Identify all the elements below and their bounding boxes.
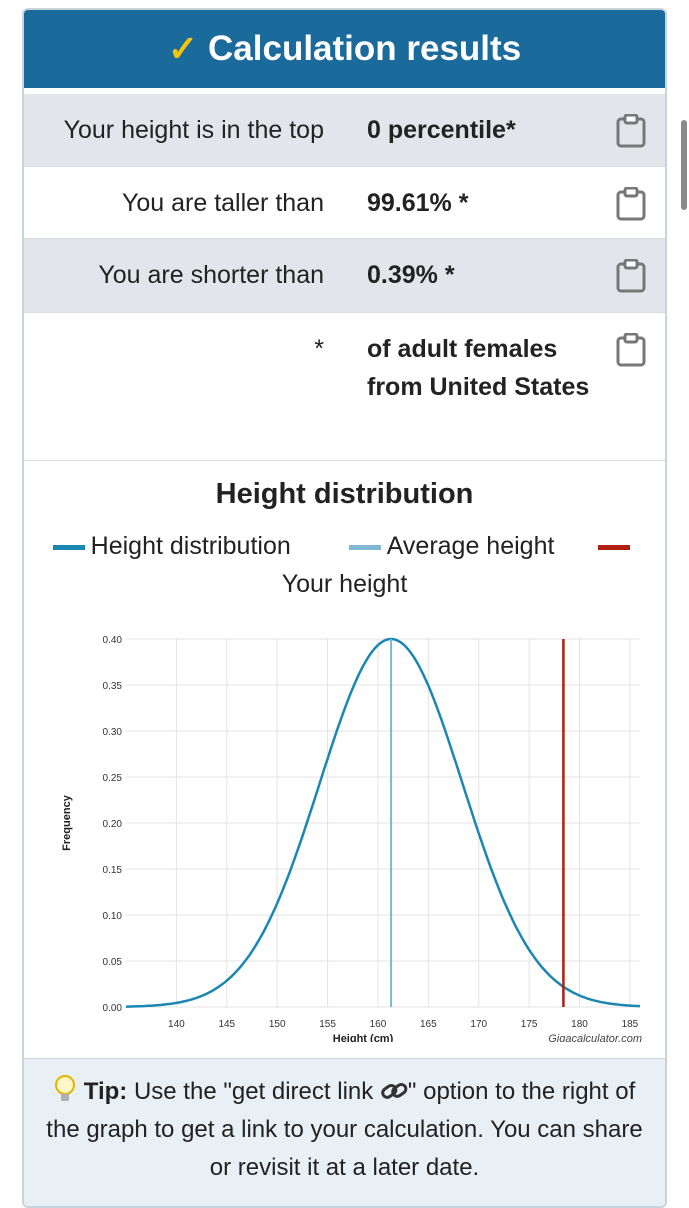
- result-value: of adult females from United States: [367, 335, 590, 401]
- result-row-population: * of adult females from United States: [24, 313, 665, 461]
- x-axis-label: Height (cm): [333, 1033, 394, 1042]
- y-axis-label: Frequency: [61, 794, 73, 851]
- legend-swatch: [52, 544, 85, 550]
- height-distribution-chart: 0.00 0.05 0.10 0.15 0.20 0.25 0.30 0.35 0.40 140 1…: [61, 635, 642, 1042]
- clipboard-icon[interactable]: [616, 114, 646, 148]
- result-label: Your height is in the top: [63, 116, 324, 144]
- y-tick-label: 0.25: [103, 773, 123, 784]
- x-tick-label: 165: [420, 1019, 437, 1030]
- lightbulb-icon: [54, 1075, 75, 1101]
- legend-swatch-your-height: [598, 544, 631, 550]
- scrollbar[interactable]: [681, 120, 687, 210]
- legend-item-average[interactable]: Average height: [348, 532, 562, 560]
- y-tick-label: 0.15: [103, 865, 123, 876]
- result-row-shorter: You are shorter than 0.39% *: [24, 239, 665, 313]
- x-tick-label: 145: [218, 1019, 235, 1030]
- tip-box: Tip: Use the "get direct link " option t…: [24, 1058, 665, 1206]
- result-row-taller: You are taller than 99.61% *: [24, 167, 665, 239]
- chart-credit: Gigacalculator.com: [548, 1033, 642, 1042]
- legend-item-distribution[interactable]: Height distribution: [52, 532, 298, 560]
- link-icon: [381, 1082, 408, 1099]
- tip-text-1: Use the "get direct link: [127, 1078, 380, 1105]
- x-tick-label: 185: [622, 1019, 639, 1030]
- x-tick-label: 155: [319, 1019, 336, 1030]
- y-tick-label: 0.35: [103, 681, 123, 692]
- result-label: *: [314, 335, 324, 363]
- result-label: You are shorter than: [98, 261, 324, 289]
- x-tick-label: 170: [470, 1019, 487, 1030]
- result-value: 99.61% *: [367, 189, 469, 217]
- results-title: Calculation results: [208, 29, 522, 68]
- legend-swatch: [348, 544, 381, 550]
- x-tick-label: 175: [521, 1019, 538, 1030]
- y-tick-label: 0.30: [103, 727, 123, 738]
- x-tick-label: 140: [168, 1019, 185, 1030]
- x-tick-label: 180: [571, 1019, 588, 1030]
- tip-label: Tip:: [83, 1078, 128, 1105]
- y-tick-label: 0.05: [103, 957, 123, 968]
- chart-title: Height distribution: [215, 478, 474, 510]
- distribution-curve: [126, 637, 641, 1008]
- calculation-results-card: ✓ Calculation results Your height is in …: [22, 8, 667, 1208]
- checkmark-icon: ✓: [167, 28, 199, 69]
- clipboard-icon[interactable]: [616, 333, 646, 367]
- result-label: You are taller than: [121, 189, 324, 217]
- result-value: 0.39% *: [367, 261, 455, 289]
- results-header: ✓ Calculation results: [24, 10, 665, 88]
- y-tick-label: 0.00: [103, 1003, 123, 1014]
- x-tick-label: 160: [370, 1019, 387, 1030]
- chart-legend: Height distribution Average height: [24, 532, 665, 561]
- result-value: 0 percentile*: [367, 116, 516, 144]
- y-tick-label: 0.20: [103, 819, 123, 830]
- tip-text-2: " option to the right of the graph to ge…: [46, 1078, 643, 1181]
- y-tick-label: 0.40: [103, 635, 123, 646]
- clipboard-icon[interactable]: [616, 187, 646, 221]
- y-tick-label: 0.10: [103, 911, 123, 922]
- clipboard-icon[interactable]: [616, 259, 646, 293]
- x-tick-label: 150: [269, 1019, 286, 1030]
- result-row-percentile: Your height is in the top 0 percentile*: [24, 94, 665, 167]
- legend-item-your-height[interactable]: Your height: [281, 570, 408, 598]
